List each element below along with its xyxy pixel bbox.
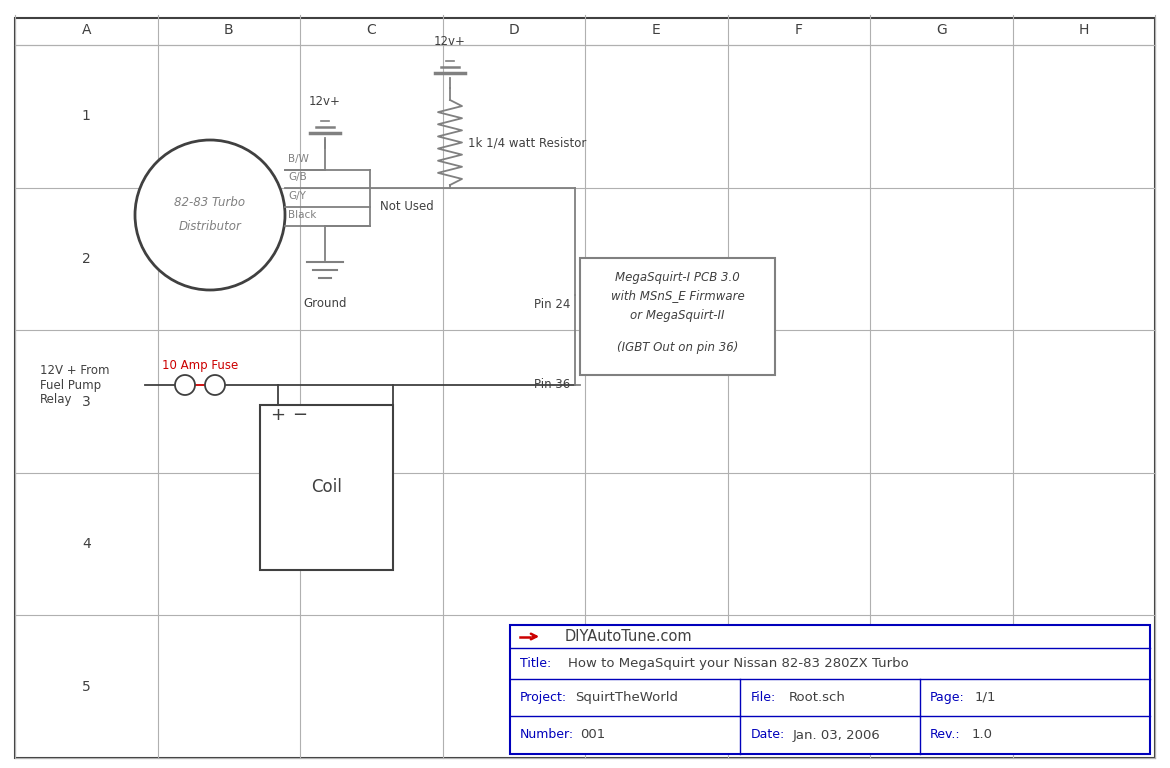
Text: 1k 1/4 watt Resistor: 1k 1/4 watt Resistor xyxy=(468,136,586,149)
Text: How to MegaSquirt your Nissan 82-83 280ZX Turbo: How to MegaSquirt your Nissan 82-83 280Z… xyxy=(567,657,909,670)
Text: Distributor: Distributor xyxy=(179,220,241,233)
Text: 3: 3 xyxy=(82,395,90,409)
Text: DIYAutoTune.com: DIYAutoTune.com xyxy=(565,629,693,644)
Text: Pin 36: Pin 36 xyxy=(534,379,570,392)
Text: 4: 4 xyxy=(82,537,90,551)
Text: Fuel Pump: Fuel Pump xyxy=(40,379,101,392)
Text: D: D xyxy=(509,23,519,37)
Circle shape xyxy=(176,375,195,395)
Text: File:: File: xyxy=(750,691,776,704)
Text: Date:: Date: xyxy=(750,729,785,741)
Text: 10 Amp Fuse: 10 Amp Fuse xyxy=(161,359,239,372)
Text: SquirtTheWorld: SquirtTheWorld xyxy=(574,691,677,704)
Text: −: − xyxy=(292,406,308,424)
Text: G/B: G/B xyxy=(288,172,307,182)
Text: F: F xyxy=(794,23,803,37)
Text: 82-83 Turbo: 82-83 Turbo xyxy=(174,197,246,210)
Text: (IGBT Out on pin 36): (IGBT Out on pin 36) xyxy=(617,342,738,355)
Text: G: G xyxy=(936,23,947,37)
Text: Pin 24: Pin 24 xyxy=(534,298,570,311)
Bar xyxy=(510,625,1150,754)
Text: 1.0: 1.0 xyxy=(971,729,992,741)
Text: Coil: Coil xyxy=(311,478,342,496)
Circle shape xyxy=(135,140,285,290)
Text: Rev.:: Rev.: xyxy=(930,729,961,741)
Text: 12v+: 12v+ xyxy=(309,95,340,108)
Text: 12v+: 12v+ xyxy=(434,35,466,48)
Text: 1: 1 xyxy=(82,109,91,124)
Text: 5: 5 xyxy=(82,680,90,694)
Text: Not Used: Not Used xyxy=(380,200,434,214)
Text: with MSnS_E Firmware: with MSnS_E Firmware xyxy=(611,290,744,303)
Text: Relay: Relay xyxy=(40,392,73,406)
Text: 12V + From: 12V + From xyxy=(40,365,110,378)
Text: 001: 001 xyxy=(580,729,605,741)
Text: A: A xyxy=(82,23,91,37)
Text: Jan. 03, 2006: Jan. 03, 2006 xyxy=(792,729,880,741)
Bar xyxy=(260,405,393,570)
Bar xyxy=(580,258,775,375)
Text: Title:: Title: xyxy=(519,657,551,670)
Text: Page:: Page: xyxy=(930,691,964,704)
Circle shape xyxy=(205,375,225,395)
Text: 1/1: 1/1 xyxy=(975,691,996,704)
Text: E: E xyxy=(652,23,661,37)
Text: B: B xyxy=(223,23,234,37)
Text: G/Y: G/Y xyxy=(288,191,305,201)
Text: Black: Black xyxy=(288,210,316,220)
Text: B/W: B/W xyxy=(288,154,309,164)
Text: Project:: Project: xyxy=(519,691,567,704)
Text: +: + xyxy=(270,406,285,424)
Text: C: C xyxy=(366,23,376,37)
Text: MegaSquirt-I PCB 3.0: MegaSquirt-I PCB 3.0 xyxy=(615,270,739,283)
Text: H: H xyxy=(1079,23,1089,37)
Text: Root.sch: Root.sch xyxy=(789,691,845,704)
Text: 2: 2 xyxy=(82,252,90,266)
Text: Number:: Number: xyxy=(519,729,574,741)
Text: Ground: Ground xyxy=(303,297,346,310)
Text: or MegaSquirt-II: or MegaSquirt-II xyxy=(631,310,724,323)
